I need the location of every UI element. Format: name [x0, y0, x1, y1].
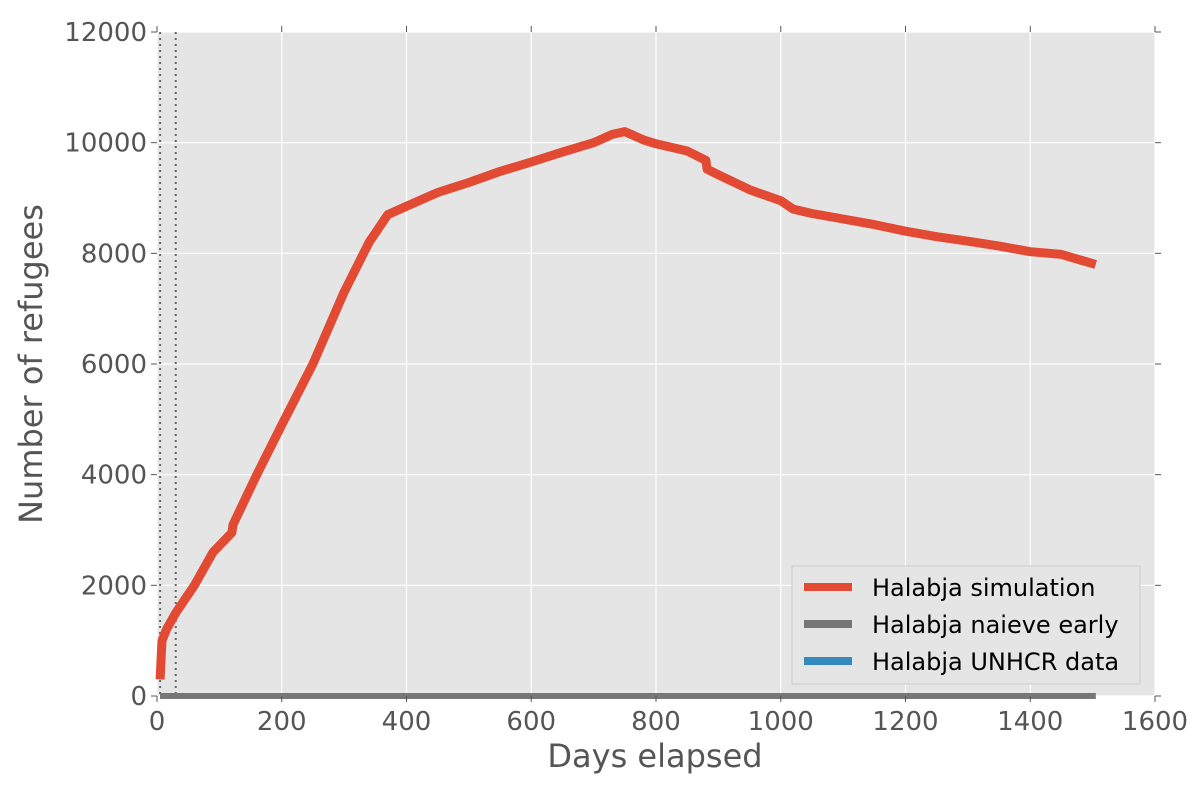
y-tick-label: 0 [130, 682, 147, 712]
x-tick-label: 1200 [872, 707, 938, 737]
vertical-markers [159, 32, 177, 696]
x-tick-label: 800 [631, 707, 681, 737]
y-tick-label: 8000 [81, 239, 147, 269]
y-axis-title: Number of refugees [12, 204, 50, 524]
x-tick-label: 600 [506, 707, 556, 737]
axis-ticks [151, 26, 1161, 702]
x-tick-label: 400 [382, 707, 432, 737]
tick-labels: 0 200 400 600 800 1000 1200 1400 1600 0 2000 4000 60… [64, 18, 1188, 737]
legend-label: Halabja simulation [872, 574, 1095, 602]
legend-label: Halabja naieve early [872, 611, 1119, 639]
legend-label: Halabja UNHCR data [872, 648, 1119, 676]
series-line-0 [155, 127, 1097, 680]
series-lines [155, 127, 1097, 699]
x-tick-label: 1600 [1122, 707, 1188, 737]
legend: Halabja simulation Halabja naieve early Ha… [791, 565, 1141, 685]
y-tick-label: 6000 [81, 350, 147, 380]
y-tick-label: 4000 [81, 461, 147, 491]
y-tick-label: 10000 [64, 129, 147, 159]
y-tick-label: 2000 [81, 571, 147, 601]
x-tick-label: 200 [257, 707, 307, 737]
x-tick-label: 0 [149, 707, 166, 737]
x-tick-label: 1000 [748, 707, 814, 737]
x-axis-title: Days elapsed [547, 737, 762, 775]
y-tick-label: 12000 [64, 18, 147, 48]
x-tick-label: 1400 [997, 707, 1063, 737]
